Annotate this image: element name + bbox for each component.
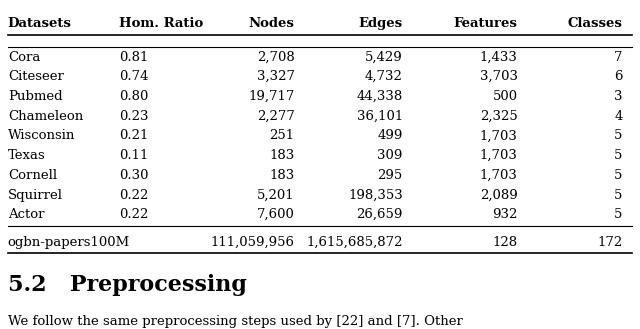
Text: 4: 4 <box>614 110 623 123</box>
Text: 1,703: 1,703 <box>479 149 518 162</box>
Text: 3,703: 3,703 <box>479 70 518 83</box>
Text: 2,708: 2,708 <box>257 51 294 63</box>
Text: Classes: Classes <box>568 17 623 30</box>
Text: 251: 251 <box>269 129 294 142</box>
Text: 3,327: 3,327 <box>257 70 294 83</box>
Text: 183: 183 <box>269 169 294 182</box>
Text: 36,101: 36,101 <box>356 110 403 123</box>
Text: 499: 499 <box>378 129 403 142</box>
Text: Features: Features <box>454 17 518 30</box>
Text: 0.22: 0.22 <box>119 208 148 221</box>
Text: 3: 3 <box>614 90 623 103</box>
Text: 2,277: 2,277 <box>257 110 294 123</box>
Text: 2,325: 2,325 <box>480 110 518 123</box>
Text: 5: 5 <box>614 189 623 202</box>
Text: Actor: Actor <box>8 208 44 221</box>
Text: 1,615,685,872: 1,615,685,872 <box>307 236 403 249</box>
Text: 26,659: 26,659 <box>356 208 403 221</box>
Text: We follow the same preprocessing steps used by [22] and [7]. Other: We follow the same preprocessing steps u… <box>8 315 463 328</box>
Text: Cornell: Cornell <box>8 169 57 182</box>
Text: Wisconsin: Wisconsin <box>8 129 75 142</box>
Text: Pubmed: Pubmed <box>8 90 62 103</box>
Text: 5.2   Preprocessing: 5.2 Preprocessing <box>8 274 246 296</box>
Text: 172: 172 <box>597 236 623 249</box>
Text: 5: 5 <box>614 149 623 162</box>
Text: 295: 295 <box>378 169 403 182</box>
Text: 5: 5 <box>614 129 623 142</box>
Text: Hom. Ratio: Hom. Ratio <box>119 17 204 30</box>
Text: Squirrel: Squirrel <box>8 189 63 202</box>
Text: 198,353: 198,353 <box>348 189 403 202</box>
Text: Datasets: Datasets <box>8 17 72 30</box>
Text: Chameleon: Chameleon <box>8 110 83 123</box>
Text: Texas: Texas <box>8 149 45 162</box>
Text: 1,703: 1,703 <box>479 129 518 142</box>
Text: 128: 128 <box>492 236 518 249</box>
Text: 1,703: 1,703 <box>479 169 518 182</box>
Text: 500: 500 <box>492 90 518 103</box>
Text: 0.11: 0.11 <box>119 149 148 162</box>
Text: 5: 5 <box>614 169 623 182</box>
Text: 0.74: 0.74 <box>119 70 148 83</box>
Text: Cora: Cora <box>8 51 40 63</box>
Text: ogbn-papers100M: ogbn-papers100M <box>8 236 130 249</box>
Text: 6: 6 <box>614 70 623 83</box>
Text: 7,600: 7,600 <box>257 208 294 221</box>
Text: 5,429: 5,429 <box>365 51 403 63</box>
Text: 19,717: 19,717 <box>248 90 294 103</box>
Text: 932: 932 <box>492 208 518 221</box>
Text: 0.23: 0.23 <box>119 110 148 123</box>
Text: 44,338: 44,338 <box>356 90 403 103</box>
Text: 0.81: 0.81 <box>119 51 148 63</box>
Text: 1,433: 1,433 <box>479 51 518 63</box>
Text: Citeseer: Citeseer <box>8 70 63 83</box>
Text: 0.22: 0.22 <box>119 189 148 202</box>
Text: Edges: Edges <box>358 17 403 30</box>
Text: 5: 5 <box>614 208 623 221</box>
Text: 4,732: 4,732 <box>365 70 403 83</box>
Text: 0.30: 0.30 <box>119 169 148 182</box>
Text: 111,059,956: 111,059,956 <box>211 236 294 249</box>
Text: 183: 183 <box>269 149 294 162</box>
Text: 5,201: 5,201 <box>257 189 294 202</box>
Text: Nodes: Nodes <box>248 17 294 30</box>
Text: 2,089: 2,089 <box>480 189 518 202</box>
Text: 7: 7 <box>614 51 623 63</box>
Text: 309: 309 <box>378 149 403 162</box>
Text: 0.21: 0.21 <box>119 129 148 142</box>
Text: 0.80: 0.80 <box>119 90 148 103</box>
